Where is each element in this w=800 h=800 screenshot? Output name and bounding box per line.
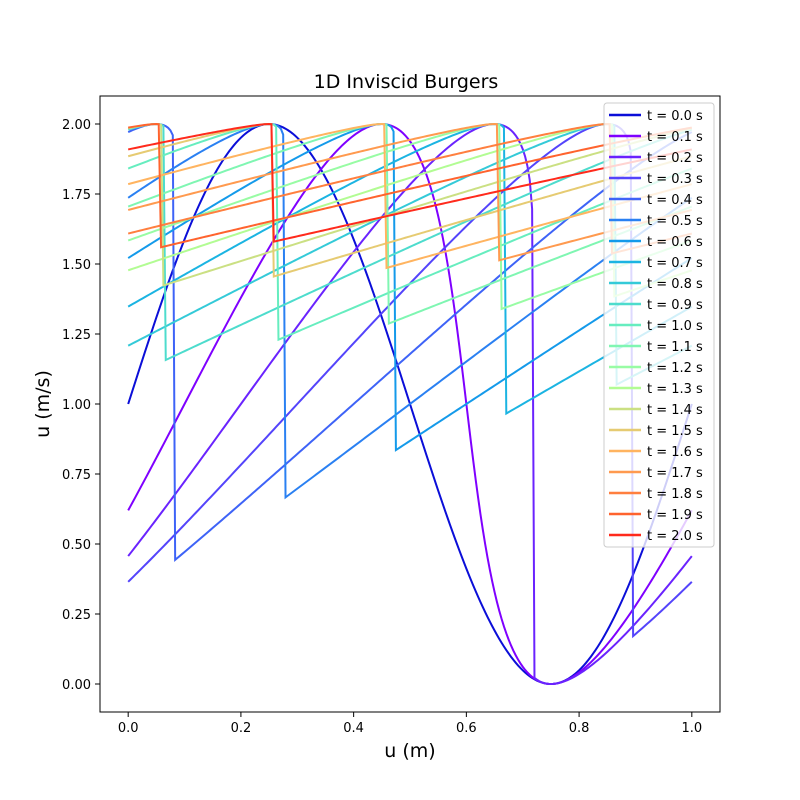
x-tick-label: 0.2 [231, 721, 252, 736]
series-line-5 [127, 122, 693, 500]
curves-layer [127, 122, 693, 686]
y-tick-label: 2.00 [62, 118, 91, 133]
series-line-11 [127, 122, 693, 326]
legend-label: t = 1.0 s [647, 319, 703, 334]
legend: t = 0.0 s t = 0.1 s t = 0.2 s t = 0.3 s t = … [603, 102, 715, 548]
x-axis-ticks: 0.0 0.2 0.4 0.6 0.8 1.0 [118, 712, 702, 736]
series-line-4 [127, 122, 693, 563]
series-line-10 [127, 122, 693, 342]
chart-title: 1D Inviscid Burgers [314, 71, 499, 93]
series-line-14 [127, 122, 693, 287]
y-tick-label: 0.25 [62, 608, 91, 623]
x-tick-label: 0.0 [118, 721, 139, 736]
y-axis-ticks: 0.00 0.25 0.50 0.75 1.00 1.25 1.50 1.75 2.00 [62, 118, 100, 693]
y-tick-label: 1.00 [62, 398, 91, 413]
series-line-6 [127, 122, 693, 452]
legend-label: t = 0.0 s [647, 109, 703, 124]
legend-label: t = 2.0 s [647, 529, 703, 544]
legend-label: t = 1.6 s [647, 445, 703, 460]
legend-label: t = 0.9 s [647, 298, 703, 313]
legend-label: t = 0.4 s [647, 193, 703, 208]
series-line-1 [127, 122, 693, 686]
y-tick-label: 1.75 [62, 188, 91, 203]
legend-label: t = 0.6 s [647, 235, 703, 250]
legend-label: t = 0.3 s [647, 172, 703, 187]
x-tick-label: 0.4 [343, 721, 364, 736]
legend-label: t = 0.8 s [647, 277, 703, 292]
y-tick-label: 1.25 [62, 328, 91, 343]
legend-label: t = 1.5 s [647, 424, 703, 439]
legend-label: t = 0.1 s [647, 130, 703, 145]
legend-label: t = 1.1 s [647, 340, 703, 355]
legend-label: t = 1.7 s [647, 466, 703, 481]
legend-label: t = 1.3 s [647, 382, 703, 397]
series-line-20 [127, 122, 693, 243]
x-tick-label: 0.6 [456, 721, 477, 736]
series-line-17 [127, 122, 693, 262]
series-line-15 [127, 122, 693, 278]
series-line-7 [127, 122, 693, 416]
series-line-9 [127, 122, 693, 362]
plot-area [99, 95, 721, 713]
legend-label: t = 1.2 s [647, 361, 703, 376]
series-line-19 [128, 122, 692, 249]
y-tick-label: 0.50 [62, 538, 91, 553]
y-tick-label: 1.50 [62, 258, 91, 273]
y-tick-label: 0.00 [62, 678, 91, 693]
y-tick-label: 0.75 [62, 468, 91, 483]
legend-label: t = 0.2 s [647, 151, 703, 166]
series-line-18 [127, 122, 693, 255]
series-line-2 [127, 122, 693, 686]
legend-label: t = 1.4 s [647, 403, 703, 418]
legend-label: t = 0.7 s [647, 256, 703, 271]
legend-label: t = 0.5 s [647, 214, 703, 229]
x-tick-label: 1.0 [681, 721, 702, 736]
series-line-16 [127, 122, 693, 270]
legend-box [603, 102, 715, 548]
y-axis-label: u (m/s) [32, 370, 54, 438]
series-line-12 [127, 122, 693, 311]
x-axis-label: u (m) [384, 740, 435, 762]
legend-label: t = 1.8 s [647, 487, 703, 502]
x-tick-label: 0.8 [569, 721, 590, 736]
legend-label: t = 1.9 s [647, 508, 703, 523]
